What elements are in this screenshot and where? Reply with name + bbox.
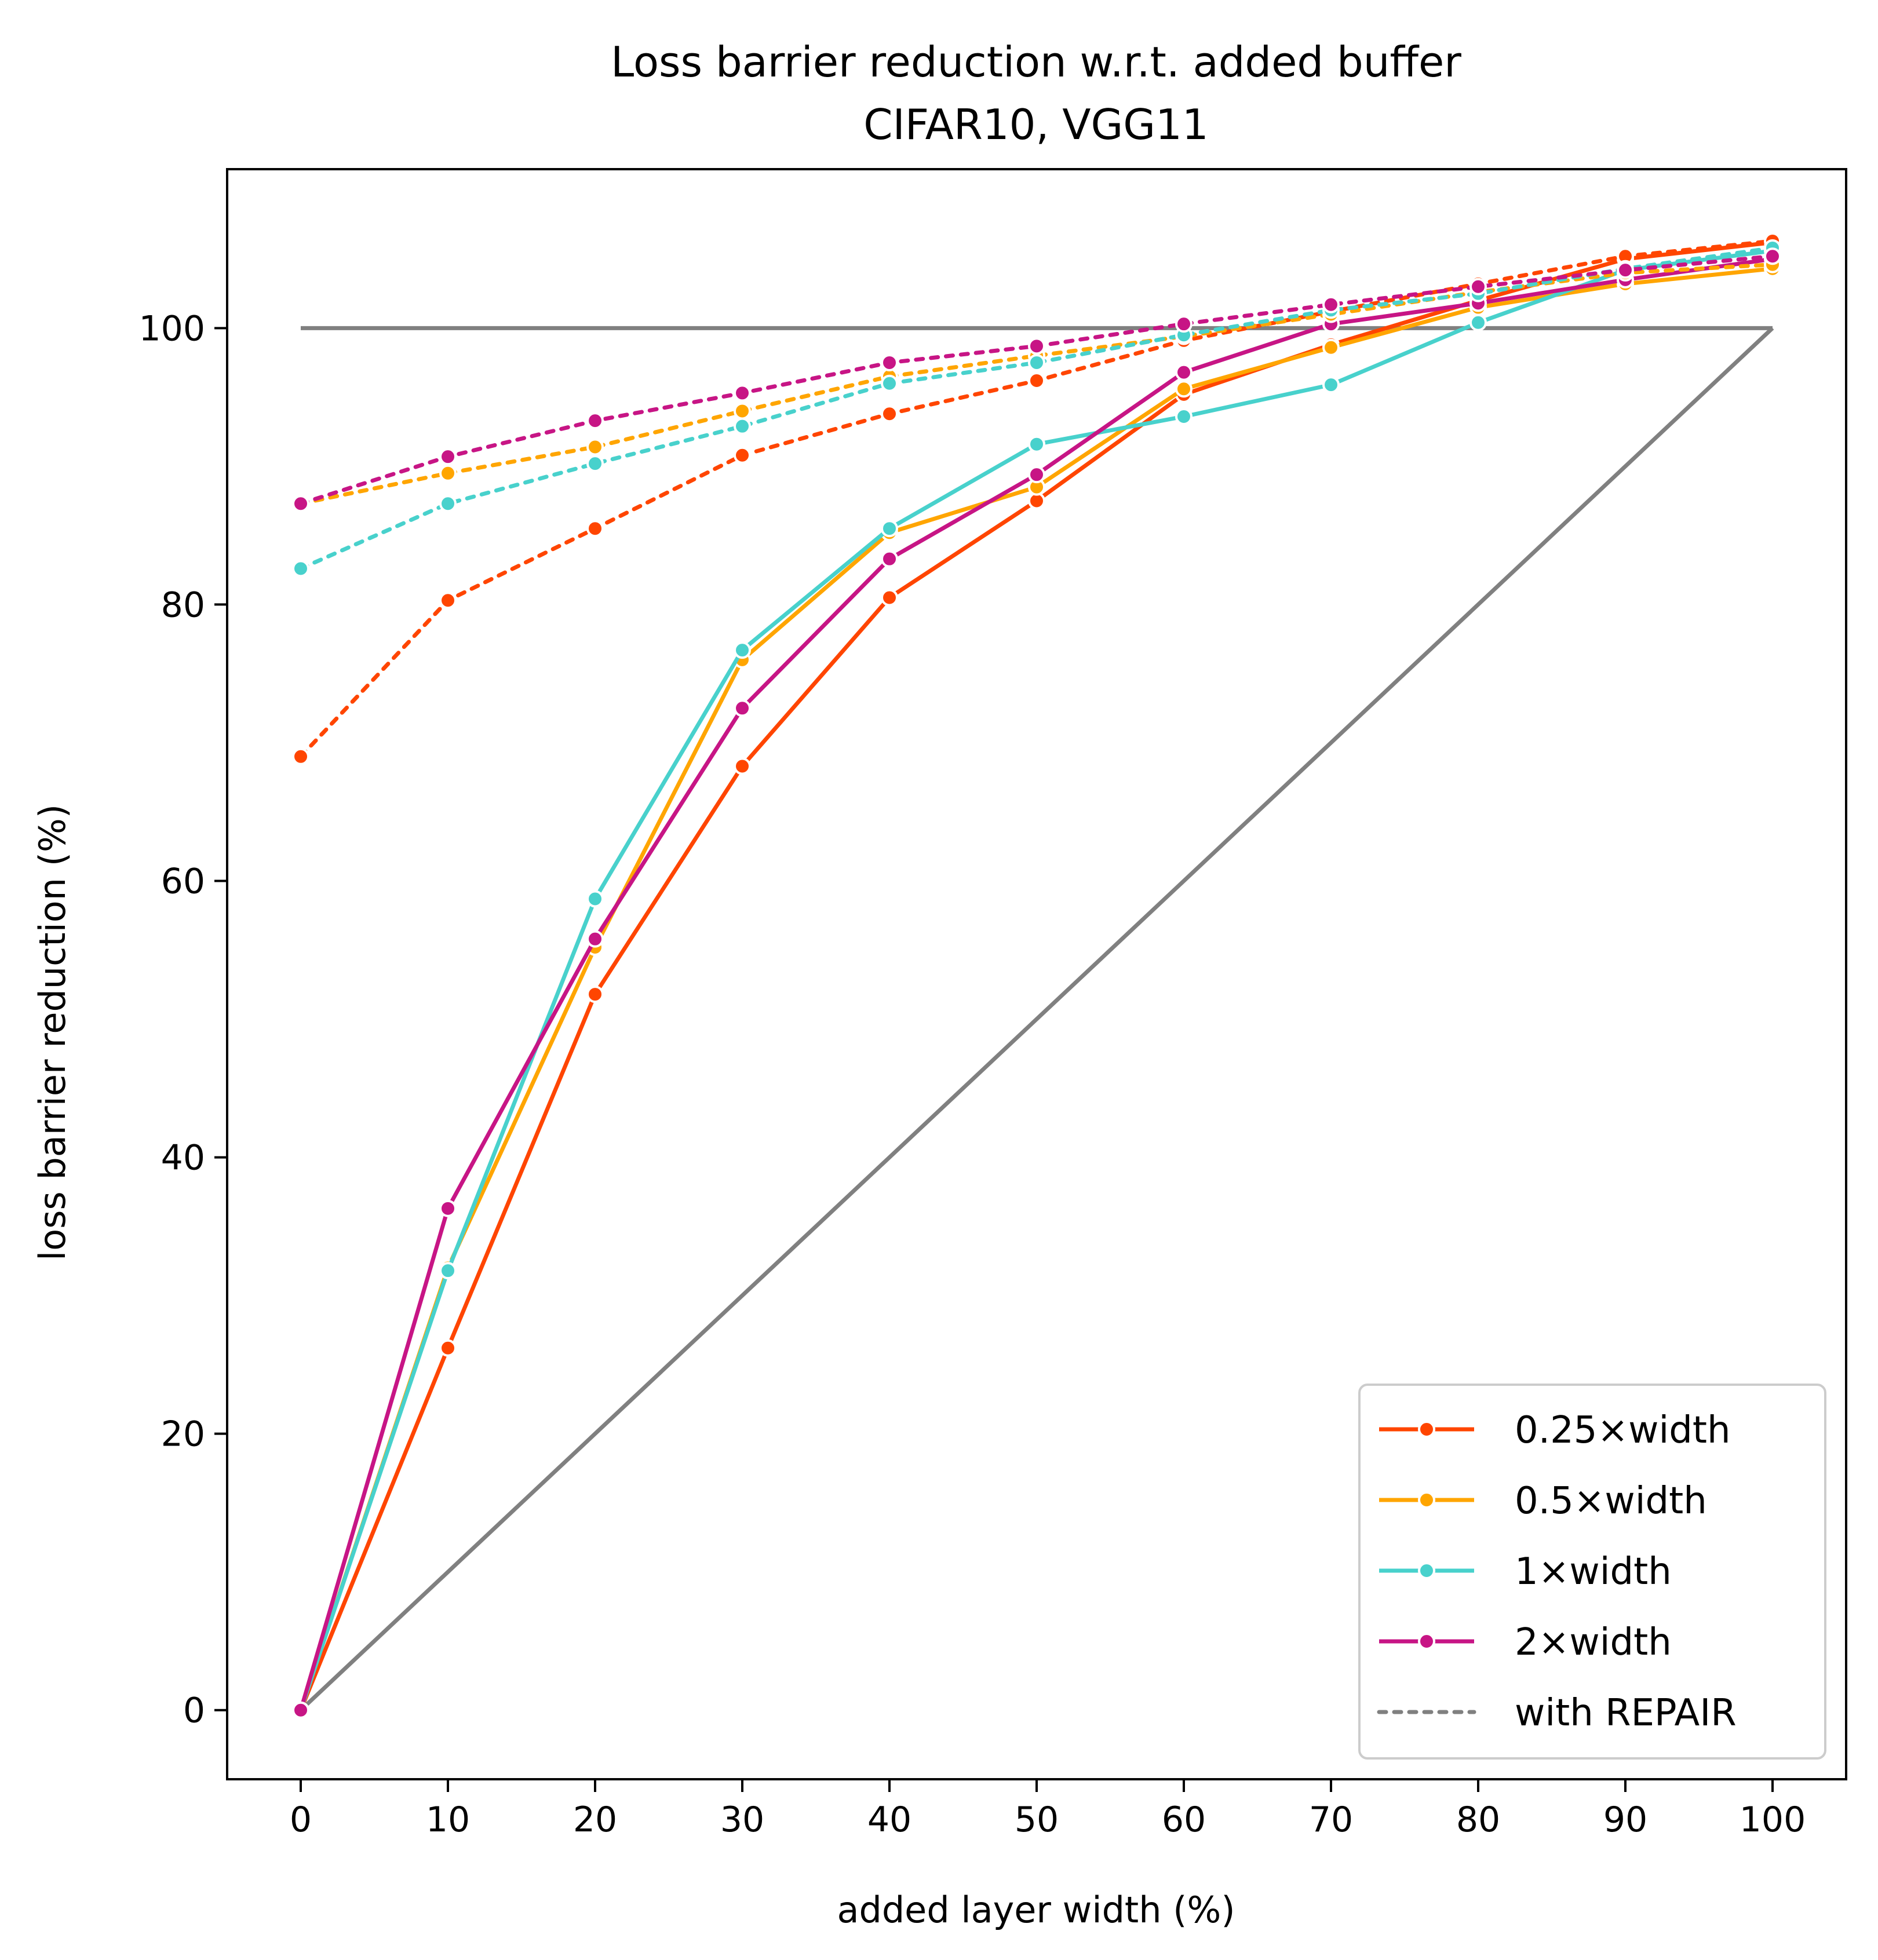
y-tick-label-100: 100 (138, 308, 205, 349)
point-1xwidth-10 (439, 1262, 457, 1280)
point-1xwidth-60 (1175, 407, 1193, 425)
legend-marker-2xwidth (1418, 1633, 1435, 1650)
point-1xwidth-40 (881, 520, 898, 538)
x-tick-label-90: 90 (1603, 1800, 1647, 1840)
point-0_25xwidth-repair-50 (1028, 371, 1045, 389)
x-axis: 0 10 20 30 40 50 60 70 80 90 100 (290, 1779, 1806, 1840)
y-axis-label: loss barrier reduction (%) (31, 804, 74, 1261)
legend-label-1xwidth: 1×width (1515, 1550, 1672, 1593)
chart-title: Loss barrier reduction w.r.t. added buff… (611, 38, 1461, 86)
point-1xwidth-repair-0 (292, 560, 309, 578)
point-2xwidth-repair-70 (1322, 295, 1340, 313)
series-line-0_5xwidth-repair (298, 262, 1775, 506)
point-0_5xwidth-70 (1322, 338, 1340, 356)
point-0_25xwidth-repair-0 (292, 747, 309, 765)
y-tick-label-20: 20 (161, 1414, 205, 1455)
point-0_25xwidth-repair-20 (586, 520, 604, 538)
legend-item-with-repair: with REPAIR (1377, 1692, 1737, 1735)
point-2xwidth-50 (1028, 466, 1045, 484)
point-2xwidth-repair-30 (734, 384, 751, 402)
point-2xwidth-60 (1175, 363, 1193, 381)
x-tick-label-100: 100 (1740, 1800, 1806, 1840)
legend-label-0_5xwidth: 0.5×width (1515, 1480, 1707, 1523)
point-0_25xwidth-30 (734, 757, 751, 775)
point-0_25xwidth-repair-30 (734, 446, 751, 464)
point-1xwidth-repair-50 (1028, 353, 1045, 371)
reference-line-2 (299, 326, 1774, 1712)
legend: 0.25×width 0.5×width 1×width 2×width with RE… (1358, 1384, 1826, 1760)
x-tick-label-80: 80 (1456, 1800, 1500, 1840)
point-0_25xwidth-repair-40 (881, 405, 898, 423)
series-1xwidth-repair (292, 239, 1781, 578)
point-0_5xwidth-repair-10 (439, 464, 457, 482)
point-2xwidth-10 (439, 1199, 457, 1217)
point-0_5xwidth-repair-30 (734, 402, 751, 420)
legend-label-2xwidth: 2×width (1515, 1621, 1672, 1664)
x-tick-label-30: 30 (720, 1800, 764, 1840)
legend-box (1358, 1384, 1826, 1760)
legend-item-1xwidth: 1×width (1379, 1550, 1672, 1593)
point-2xwidth-repair-10 (439, 448, 457, 466)
point-0_25xwidth-repair-10 (439, 592, 457, 609)
x-tick-label-10: 10 (426, 1800, 470, 1840)
point-2xwidth-repair-100 (1764, 247, 1781, 265)
point-0_25xwidth-10 (439, 1339, 457, 1357)
point-2xwidth-0 (292, 1701, 309, 1719)
point-2xwidth-repair-90 (1617, 261, 1634, 279)
point-0_5xwidth-repair-20 (586, 438, 604, 456)
point-2xwidth-repair-0 (292, 495, 309, 513)
chart-subtitle: CIFAR10, VGG11 (863, 100, 1208, 149)
legend-item-0_25xwidth: 0.25×width (1379, 1409, 1731, 1452)
legend-item-2xwidth: 2×width (1379, 1621, 1672, 1664)
point-0_25xwidth-40 (881, 589, 898, 607)
x-tick-label-20: 20 (573, 1800, 617, 1840)
legend-marker-0_25xwidth (1418, 1421, 1435, 1438)
x-tick-label-60: 60 (1162, 1800, 1206, 1840)
series-group-repair (292, 232, 1781, 765)
point-1xwidth-50 (1028, 435, 1045, 453)
point-2xwidth-repair-20 (586, 412, 604, 430)
point-1xwidth-repair-10 (439, 495, 457, 513)
point-1xwidth-30 (734, 641, 751, 659)
point-0_25xwidth-20 (586, 986, 604, 1003)
point-2xwidth-20 (586, 930, 604, 948)
x-tick-label-70: 70 (1309, 1800, 1353, 1840)
legend-item-0_5xwidth: 0.5×width (1379, 1480, 1707, 1523)
point-1xwidth-repair-40 (881, 374, 898, 392)
point-2xwidth-repair-80 (1469, 278, 1487, 295)
point-1xwidth-20 (586, 890, 604, 908)
point-1xwidth-repair-30 (734, 417, 751, 435)
y-tick-label-60: 60 (161, 861, 205, 901)
series-2xwidth-repair (292, 247, 1781, 513)
y-tick-label-40: 40 (161, 1138, 205, 1178)
x-axis-label: added layer width (%) (837, 1889, 1235, 1931)
point-2xwidth-repair-40 (881, 353, 898, 371)
legend-label-0_25xwidth: 0.25×width (1515, 1409, 1731, 1452)
point-2xwidth-repair-50 (1028, 337, 1045, 355)
x-tick-label-50: 50 (1015, 1800, 1059, 1840)
point-2xwidth-repair-60 (1175, 315, 1193, 333)
point-1xwidth-80 (1469, 313, 1487, 331)
y-tick-label-0: 0 (183, 1691, 205, 1731)
point-1xwidth-repair-20 (586, 455, 604, 473)
legend-label-with-repair: with REPAIR (1515, 1692, 1737, 1735)
x-tick-label-0: 0 (290, 1800, 312, 1840)
point-2xwidth-30 (734, 699, 751, 717)
y-tick-label-80: 80 (161, 585, 205, 625)
x-tick-label-40: 40 (867, 1800, 911, 1840)
point-1xwidth-70 (1322, 376, 1340, 394)
point-2xwidth-40 (881, 550, 898, 568)
y-axis: 0 20 40 60 80 100 (138, 308, 227, 1731)
point-0_5xwidth-60 (1175, 380, 1193, 398)
legend-marker-1xwidth (1418, 1562, 1435, 1579)
legend-marker-0_5xwidth (1418, 1491, 1435, 1509)
reference-lines (299, 326, 1774, 1712)
